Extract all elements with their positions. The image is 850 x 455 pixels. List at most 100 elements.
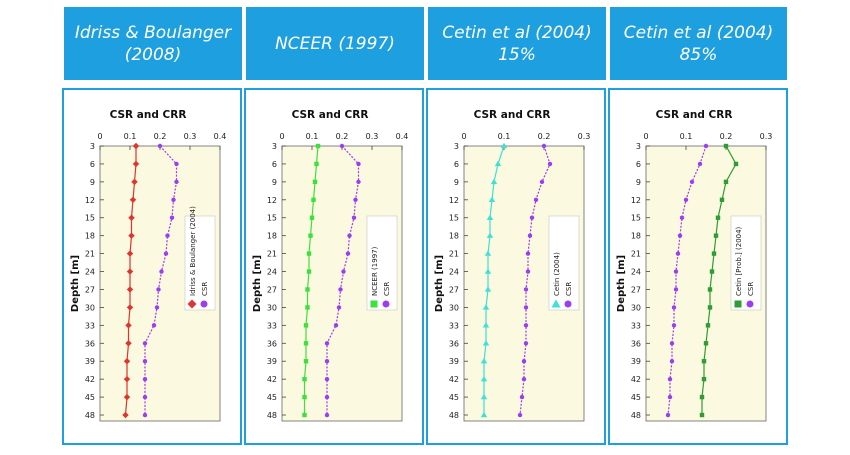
series-csr bbox=[324, 143, 361, 418]
data-point bbox=[171, 197, 176, 203]
y-tick-label: 42 bbox=[449, 375, 459, 384]
data-point bbox=[673, 287, 679, 292]
y-tick-label: 21 bbox=[631, 250, 641, 259]
data-point bbox=[669, 359, 675, 364]
y-axis-label: Depth [m] bbox=[70, 255, 81, 312]
data-point bbox=[488, 196, 496, 203]
legend-box bbox=[548, 215, 580, 311]
y-tick-label: 45 bbox=[85, 393, 95, 402]
data-point bbox=[723, 143, 729, 149]
y-tick-label: 33 bbox=[85, 321, 95, 330]
header-nceer: NCEER (1997) bbox=[246, 7, 424, 80]
header-idriss-boulanger: Idriss & Boulanger (2008) bbox=[64, 7, 242, 80]
data-point bbox=[521, 359, 527, 364]
y-tick-label: 39 bbox=[267, 357, 277, 366]
data-point bbox=[701, 376, 707, 382]
data-point bbox=[156, 287, 161, 292]
data-point bbox=[125, 340, 132, 347]
data-point bbox=[324, 341, 330, 346]
legend-label: NCEER (1997) bbox=[371, 246, 379, 296]
series-line bbox=[124, 146, 137, 416]
data-point bbox=[314, 161, 319, 167]
data-point bbox=[324, 412, 330, 418]
y-tick-label: 33 bbox=[449, 321, 459, 330]
series-line bbox=[303, 145, 319, 416]
series-line bbox=[701, 145, 737, 416]
y-tick-label: 39 bbox=[631, 357, 641, 366]
legend-label: CSR bbox=[747, 282, 755, 296]
y-tick-label: 42 bbox=[85, 375, 95, 384]
x-tick-label: 0.2 bbox=[154, 132, 167, 141]
series-nceer bbox=[302, 143, 321, 418]
y-tick-label: 6 bbox=[272, 160, 277, 169]
data-point bbox=[521, 376, 527, 382]
data-point bbox=[142, 359, 148, 364]
data-point bbox=[665, 412, 671, 418]
y-tick-label: 18 bbox=[631, 232, 641, 241]
data-point bbox=[126, 304, 134, 311]
data-point bbox=[494, 160, 502, 167]
data-point bbox=[669, 341, 675, 346]
data-point bbox=[523, 305, 529, 310]
x-tick-label: 0.1 bbox=[680, 132, 693, 141]
y-tick-label: 12 bbox=[267, 196, 277, 205]
data-point bbox=[356, 179, 361, 185]
y-tick-label: 21 bbox=[449, 250, 459, 259]
data-point bbox=[302, 394, 307, 400]
y-tick-label: 27 bbox=[85, 285, 95, 294]
data-point bbox=[675, 251, 681, 256]
data-point bbox=[126, 250, 134, 257]
legend-marker bbox=[564, 300, 572, 308]
x-tick-label: 0.1 bbox=[124, 132, 137, 141]
data-point bbox=[703, 143, 709, 149]
data-point bbox=[480, 393, 488, 400]
chart-panel-3: CSR and CRR 0 0.1 0.2 0.3 3 6 9 12 15 18 21 24 27 30 33… bbox=[426, 88, 606, 445]
data-point bbox=[541, 143, 547, 149]
data-point bbox=[303, 359, 309, 364]
data-point bbox=[667, 376, 673, 382]
data-point bbox=[701, 359, 707, 364]
y-tick-label: 18 bbox=[267, 232, 277, 241]
data-point bbox=[490, 178, 498, 185]
y-tick-label: 27 bbox=[267, 285, 277, 294]
data-point bbox=[525, 269, 531, 274]
x-tick-label: 0.3 bbox=[184, 132, 197, 141]
data-point bbox=[482, 322, 490, 328]
data-point bbox=[324, 394, 330, 400]
data-point bbox=[131, 178, 138, 186]
header-title: Cetin et al (2004) 85% bbox=[623, 22, 774, 65]
series-cetin15 bbox=[480, 142, 508, 418]
data-point bbox=[341, 269, 346, 274]
legend-box bbox=[730, 215, 762, 311]
y-tick-label: 6 bbox=[454, 160, 459, 169]
data-point bbox=[351, 215, 357, 220]
data-point bbox=[699, 394, 705, 400]
y-tick-label: 48 bbox=[85, 411, 95, 420]
y-tick-label: 30 bbox=[267, 303, 277, 312]
x-tick-label: 0.4 bbox=[214, 132, 227, 141]
y-tick-label: 27 bbox=[449, 285, 459, 294]
x-tick-label: 0.3 bbox=[578, 132, 591, 141]
chart-panel-1: CSR and CRR 0 0.1 0.2 0.3 0.4 3 6 9 12 15 18 21 24 27 3… bbox=[62, 88, 242, 445]
y-tick-label: 15 bbox=[449, 214, 459, 223]
x-tick-label: 0 bbox=[461, 132, 466, 141]
legend-label: Idriss & Boulanger (2004) bbox=[189, 206, 197, 296]
series-csr bbox=[142, 143, 179, 418]
legend-marker bbox=[370, 300, 378, 308]
data-point bbox=[713, 233, 719, 238]
y-tick-label: 36 bbox=[631, 339, 641, 348]
data-point bbox=[122, 411, 129, 419]
data-point bbox=[174, 161, 179, 167]
data-point bbox=[356, 161, 361, 167]
data-point bbox=[303, 341, 309, 346]
data-point bbox=[324, 376, 330, 382]
y-tick-label: 15 bbox=[267, 214, 277, 223]
y-tick-label: 3 bbox=[90, 142, 95, 151]
data-point bbox=[519, 394, 525, 400]
y-tick-label: 24 bbox=[85, 268, 95, 277]
legend-label: Cetin (2004) bbox=[553, 252, 561, 296]
y-tick-label: 33 bbox=[631, 321, 641, 330]
data-point bbox=[159, 269, 164, 274]
